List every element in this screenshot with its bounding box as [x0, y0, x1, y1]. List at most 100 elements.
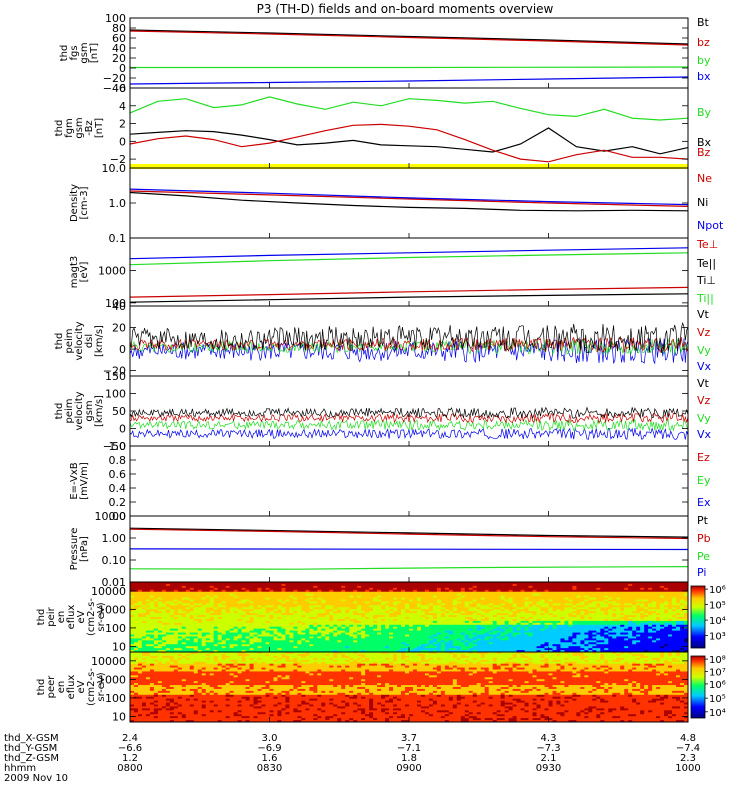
panel-magt3: Te⊥ Te|| Ti⊥ Ti|| 1000 100 magt3 [eV] [69, 237, 718, 310]
series-vel1-2 [129, 336, 689, 354]
colorbar-label: 10⁴ [709, 616, 726, 627]
y-axis-label: gsm [84, 400, 95, 421]
colorbar-label: 10⁶ [709, 680, 726, 691]
y-tick-label: 10.00 [95, 510, 127, 523]
legend-vel1-1: Vz [697, 326, 711, 339]
y-axis-label: [eV] [79, 262, 90, 283]
y-axis-label: [mV/m] [79, 462, 90, 500]
panel-vel1: Vt Vz Vy Vx 40 20 0 −20 thd peim velocity dsl [km/s] [54, 300, 712, 378]
y-tick-label: −2 [110, 153, 126, 166]
legend-vel2-2: Vy [697, 412, 711, 425]
x-axis-value: 4.8 [680, 733, 696, 744]
legend-density-0: Ne [697, 172, 712, 185]
x-axis-value: −6.9 [257, 743, 281, 754]
y-tick-label: 4 [119, 100, 126, 113]
legend-vel1-3: Vx [697, 360, 712, 373]
x-axis-row-label: thd_Y-GSM [4, 743, 57, 754]
y-tick-label: 1.0 [109, 197, 127, 210]
legend-density-2: Npot [697, 219, 724, 232]
y-tick-label: 100 [105, 12, 126, 25]
x-axis-value: 0800 [117, 763, 142, 774]
plot-title: P3 (TH-D) fields and on-board moments ov… [257, 2, 554, 16]
y-axis-label: velocity [74, 391, 85, 430]
y-tick-label: −50 [103, 440, 126, 453]
series-magt3-0 [129, 247, 689, 260]
legend-efield-1: Ey [697, 474, 711, 487]
y-tick-label: 0 [119, 423, 126, 436]
colorbar-label: 10⁶ [709, 585, 726, 596]
y-tick-label: −40 [103, 82, 126, 95]
y-tick-label: 0.2 [109, 496, 127, 509]
y-axis-label: Pressure [69, 528, 80, 571]
y-tick-label: −20 [103, 72, 126, 85]
y-axis-label: en [56, 611, 67, 624]
panel-frame [129, 87, 689, 169]
y-axis-label: (cm2-s- [86, 668, 97, 706]
x-axis-value: −7.1 [397, 743, 421, 754]
y-axis-label: thd [54, 333, 65, 350]
y-tick-label: 80 [112, 22, 126, 35]
y-axis-label: velocity [74, 321, 85, 360]
y-tick-label: 6 [119, 82, 126, 95]
panel-efield: Ez Ey Ex 1.00.80.60.40.20.0 E=-VxB [mV/m] [69, 440, 711, 523]
y-axis-label: eV [76, 680, 87, 693]
y-axis-label: [nT] [94, 118, 105, 138]
y-tick-label: 0 [119, 62, 126, 75]
y-axis-label: eflux [66, 605, 77, 630]
y-tick-label: 2 [119, 118, 126, 131]
legend-magt3-1: Te|| [696, 257, 716, 270]
y-tick-label: 10000 [91, 655, 126, 668]
y-tick-label: 1000 [98, 264, 126, 277]
x-axis-date: 2009 Nov 10 [4, 773, 68, 784]
y-axis-label: sr-eV) [96, 602, 107, 631]
y-axis-label: peir [46, 606, 57, 626]
y-axis-label: thd [59, 45, 70, 62]
legend-fgs-2: by [697, 54, 711, 67]
series-magt3-1 [129, 252, 689, 266]
colorbar-ion_spec [690, 585, 706, 649]
x-axis-row-label: hhmm [4, 763, 36, 774]
y-tick-label: 100 [105, 692, 126, 705]
y-tick-label: 40 [112, 42, 126, 55]
legend-vel1-0: Vt [697, 308, 710, 321]
y-axis-label: eflux [66, 675, 77, 700]
spectrogram-ion_spec [130, 582, 689, 653]
legend-fgs-0: Bt [697, 16, 710, 29]
x-axis-value: 3.0 [262, 733, 278, 744]
panel-ion_spec: 10⁶ 10⁵ 10⁴ 10³ 10000 1000 100 10 thd peir en eflux… [36, 581, 726, 653]
y-tick-label: 20 [112, 322, 126, 335]
y-tick-label: 10000 [91, 585, 126, 598]
x-axis-value: 2.3 [680, 753, 696, 764]
y-axis-label: peim [64, 398, 75, 423]
legend-vel2-0: Vt [697, 377, 710, 390]
panel-frame [129, 445, 689, 517]
series-pressure-1 [129, 528, 689, 540]
x-axis-value: 1.6 [262, 753, 278, 764]
legend-efield-0: Ez [697, 451, 710, 464]
y-tick-label: 150 [105, 370, 126, 383]
y-tick-label: 0 [119, 135, 126, 148]
y-axis-label: (cm2-s- [86, 598, 97, 636]
legend-vel2-3: Vx [697, 428, 712, 441]
series-fgm-1 [129, 127, 689, 155]
x-axis-value: 0900 [396, 763, 421, 774]
x-axis-value: −6.6 [118, 743, 142, 754]
colorbar-elec_spec [690, 655, 706, 719]
y-axis-label: -Bz [84, 120, 95, 135]
x-axis-value: 0930 [536, 763, 561, 774]
y-tick-label: 0.0 [109, 510, 127, 523]
series-magt3-2 [129, 286, 689, 298]
colorbar-label: 10⁴ [709, 708, 726, 719]
series-vel1-3 [129, 321, 689, 354]
legend-pressure-2: Pe [697, 550, 710, 563]
y-axis-label: fgm [64, 118, 75, 138]
y-tick-label: 20 [112, 52, 126, 65]
y-axis-label: thd [36, 609, 47, 626]
legend-fgm-2: Bz [697, 146, 711, 159]
series-density-1 [129, 191, 689, 212]
y-axis-label: [km/s] [94, 395, 105, 427]
y-axis-label: [nPa] [79, 536, 90, 562]
legend-vel1-2: Vy [697, 344, 711, 357]
y-axis-label: peim [64, 328, 75, 353]
y-tick-label: 0.10 [102, 554, 127, 567]
